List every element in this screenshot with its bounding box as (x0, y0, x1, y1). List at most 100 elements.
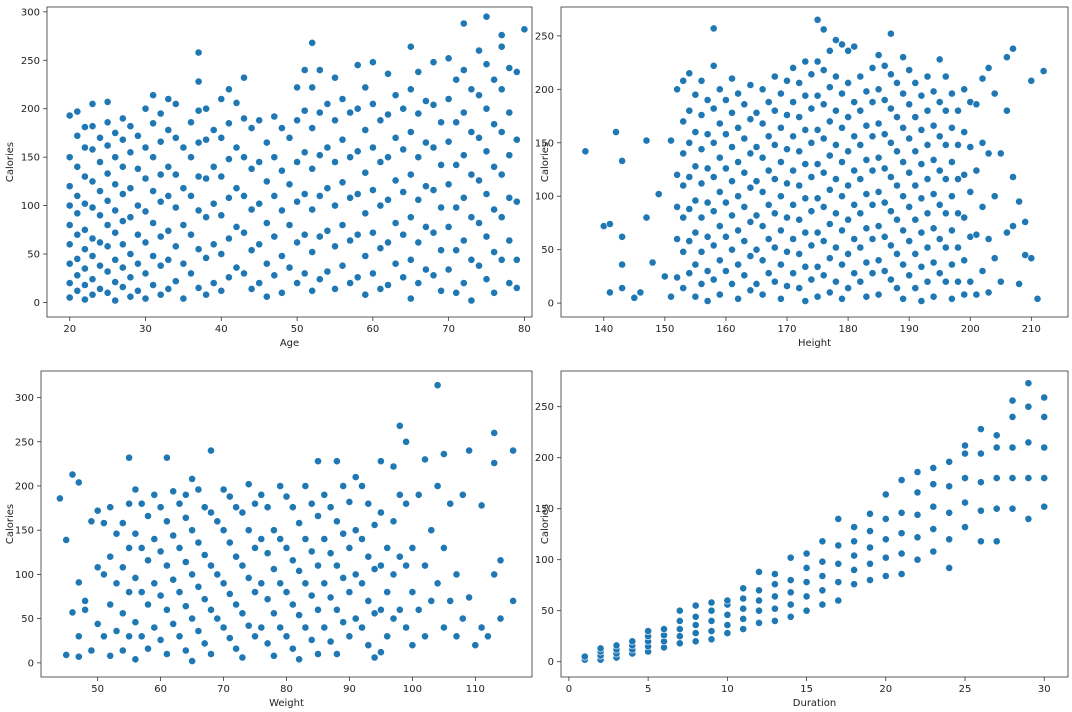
x-tick-label: 170 (777, 324, 796, 335)
y-axis-ticks: 0 50 100 150 200 250 (535, 402, 561, 668)
scatter-point (948, 294, 956, 303)
scatter-point (126, 292, 135, 301)
x-tick-label: 20 (63, 324, 76, 335)
scatter-points (56, 381, 517, 665)
scatter-point (137, 544, 146, 552)
scatter-point (353, 190, 362, 198)
scatter-point (452, 246, 461, 255)
scatter-point (368, 100, 377, 108)
scatter-point (825, 83, 834, 92)
scatter-point (162, 517, 171, 526)
scatter-point (262, 138, 271, 147)
scatter-point (1008, 474, 1017, 482)
scatter-point (977, 449, 985, 458)
scatter-point (141, 143, 150, 152)
scatter-point (251, 588, 259, 596)
scatter-point (786, 612, 795, 621)
scatter-point (832, 36, 840, 44)
scatter-point (301, 579, 310, 588)
scatter-point (300, 148, 309, 157)
scatter-point (945, 508, 954, 517)
scatter-point (314, 512, 322, 520)
scatter-point (818, 586, 827, 595)
scatter-point (941, 175, 950, 183)
scatter-point (786, 600, 795, 609)
scatter-point (1024, 379, 1033, 388)
scatter-point (269, 565, 278, 573)
scatter-point (1027, 76, 1036, 85)
scatter-point (421, 561, 429, 570)
scatter-point (948, 89, 956, 98)
scatter-point (285, 221, 294, 229)
scatter-point (118, 646, 127, 655)
scatter-point (402, 437, 410, 446)
scatter-point (179, 259, 188, 268)
scatter-point (358, 579, 366, 588)
x-tick-label: 70 (442, 324, 455, 335)
scatter-point (874, 119, 883, 128)
scatter-point (81, 143, 89, 152)
scatter-point (734, 123, 742, 132)
scatter-point (156, 636, 165, 644)
scatter-point (414, 109, 423, 118)
scatter-point (421, 265, 430, 274)
scatter-point (141, 238, 150, 247)
scatter-point (181, 602, 190, 611)
scatter-point (935, 200, 944, 209)
scatter-point (429, 271, 438, 280)
scatter-point (314, 457, 322, 466)
scatter-point (175, 588, 184, 596)
scatter-point (364, 641, 373, 650)
scatter-point (520, 25, 529, 34)
scatter-point (697, 145, 706, 154)
scatter-point (917, 125, 926, 134)
x-axis-label: Age (280, 338, 299, 349)
scatter-point (118, 162, 127, 171)
y-tick-label: 100 (15, 570, 34, 581)
scatter-point (406, 170, 415, 179)
scatter-point (897, 570, 906, 578)
scatter-point (801, 91, 810, 100)
scatter-point (421, 97, 430, 105)
scatter-point (992, 474, 1001, 482)
scatter-point (850, 537, 858, 546)
y-tick-label: 0 (28, 658, 34, 669)
scatter-point (1040, 393, 1049, 402)
scatter-point (202, 290, 210, 299)
scatter-point (144, 644, 152, 653)
scatter-point (475, 176, 483, 185)
scatter-point (315, 151, 324, 160)
scatter-point (992, 537, 1001, 546)
scatter-point (783, 111, 791, 119)
scatter-point (954, 209, 962, 218)
scatter-point (874, 153, 883, 162)
scatter-point (141, 269, 150, 278)
scatter-point (263, 595, 272, 604)
scatter-point (850, 566, 858, 574)
scatter-point (923, 72, 932, 81)
y-axis-ticks: 0 50 100 150 200 250 (535, 31, 561, 310)
scatter-point (929, 258, 938, 267)
scatter-point (764, 98, 773, 106)
scatter-point (295, 611, 303, 619)
scatter-point (194, 582, 203, 591)
scatter-point (844, 284, 852, 292)
scatter-point (217, 172, 226, 181)
scatter-point (935, 269, 944, 278)
scatter-point (905, 66, 914, 74)
y-tick-label: 200 (535, 453, 554, 464)
scatter-point (376, 457, 385, 466)
scatter-point (960, 256, 969, 265)
scatter-point (232, 222, 241, 231)
scatter-point (482, 60, 491, 69)
scatter-point (293, 279, 301, 287)
scatter-point (437, 160, 445, 169)
scatter-point (171, 170, 180, 179)
scatter-point (300, 106, 309, 115)
scatter-point (459, 19, 468, 28)
scatter-point (881, 572, 890, 580)
scatter-point (862, 292, 871, 301)
scatter-point (358, 482, 366, 490)
scatter-point (232, 503, 240, 512)
